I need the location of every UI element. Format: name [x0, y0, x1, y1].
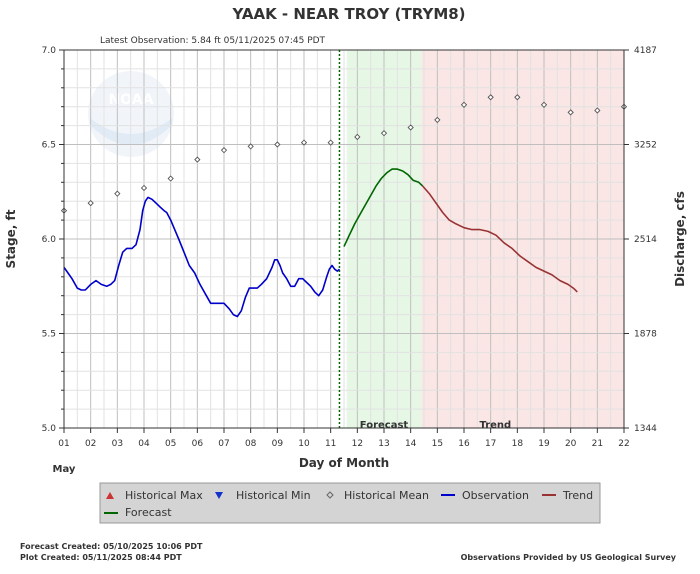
historical-mean-point — [274, 141, 281, 148]
y-right-tick-label: 1878 — [634, 330, 657, 340]
y-left-tick-label: 6.0 — [42, 235, 57, 245]
historical-max-icon — [106, 492, 114, 499]
y-axis-right-label: Discharge, cfs — [673, 191, 687, 287]
x-tick-label: 14 — [405, 439, 417, 449]
y-axis-left-label: Stage, ft — [4, 209, 18, 268]
x-tick-label: 21 — [592, 439, 603, 449]
historical-mean-point — [540, 101, 548, 108]
series-trend — [422, 185, 578, 293]
historical-mean-point — [487, 94, 494, 101]
legend-observation: Observation — [462, 489, 529, 502]
historical-mean-point — [514, 94, 521, 101]
legend-historical-max: Historical Max — [125, 489, 203, 502]
plot-created: Plot Created: 05/11/2025 08:44 PDT — [20, 553, 182, 562]
historical-min-icon — [215, 492, 223, 499]
x-tick-label: 03 — [112, 439, 123, 449]
x-tick-label: 02 — [85, 439, 96, 449]
y-right-tick-label: 1344 — [634, 424, 657, 434]
historical-mean-point — [567, 109, 574, 116]
y-right-tick-label: 2514 — [634, 235, 657, 245]
chart-title: YAAK - NEAR TROY (TRYM8) — [231, 5, 465, 23]
y-left-tick-label: 5.0 — [42, 424, 57, 434]
x-tick-label: 09 — [272, 439, 284, 449]
series-forecast — [343, 168, 424, 247]
legend-historical-mean: Historical Mean — [344, 489, 429, 502]
historical-mean-icon — [326, 491, 334, 499]
historical-mean-point — [87, 199, 94, 207]
x-tick-label: 06 — [192, 439, 204, 449]
historical-mean-point — [460, 101, 468, 108]
x-tick-label: 18 — [512, 439, 524, 449]
legend-box — [99, 482, 601, 524]
x-tick-label: 22 — [618, 439, 629, 449]
x-axis-label: Day of Month — [299, 456, 389, 470]
x-tick-label: 12 — [352, 439, 363, 449]
y-left-tick-label: 6.5 — [42, 141, 56, 151]
legend-forecast: Forecast — [125, 506, 172, 519]
historical-mean-point — [327, 139, 334, 146]
historical-mean-point — [380, 130, 388, 137]
historical-mean-point — [407, 124, 414, 131]
x-tick-label: 16 — [458, 439, 470, 449]
forecast-created: Forecast Created: 05/10/2025 10:06 PDT — [20, 542, 203, 551]
legend-historical-min: Historical Min — [236, 489, 311, 502]
x-tick-label: 01 — [58, 439, 69, 449]
axes: 01 02 03 04 05 06 07 08 09 10 11 12 13 14 15 16 17 18 19 20… — [42, 46, 658, 449]
historical-mean-point — [247, 143, 254, 150]
historical-mean-point — [594, 107, 601, 114]
legend-trend: Trend — [562, 489, 593, 502]
x-tick-label: 11 — [325, 439, 336, 449]
series-layer — [63, 168, 578, 318]
x-tick-label: 17 — [485, 439, 496, 449]
y-right-tick-label: 3252 — [634, 141, 657, 151]
x-tick-label: 13 — [378, 439, 389, 449]
x-tick-label: 07 — [218, 439, 229, 449]
y-right-tick-label: 4187 — [634, 46, 657, 56]
x-tick-label: 19 — [538, 439, 550, 449]
x-tick-label: 08 — [245, 439, 257, 449]
x-tick-label: 05 — [165, 439, 176, 449]
historical-mean-point — [354, 133, 361, 141]
y-left-tick-label: 5.5 — [42, 330, 56, 340]
gridlines — [63, 49, 625, 429]
historical-mean-point — [194, 156, 201, 163]
historical-mean-point — [220, 147, 228, 154]
x-tick-label: 04 — [138, 439, 150, 449]
historical-mean-point — [114, 190, 121, 197]
month-label: May — [53, 464, 76, 475]
historical-mean-point — [434, 116, 441, 124]
legend: Historical Max Historical Min Historical… — [99, 482, 601, 524]
x-tick-label: 10 — [298, 439, 310, 449]
historical-mean-point — [140, 184, 148, 192]
historical-mean-point — [300, 139, 308, 146]
forecast-zone-label: Forecast — [360, 420, 409, 431]
trend-zone-label: Trend — [479, 420, 511, 431]
x-tick-label: 15 — [432, 439, 443, 449]
data-credit: Observations Provided by US Geological S… — [461, 553, 677, 562]
historical-mean-point — [167, 175, 174, 182]
x-tick-label: 20 — [565, 439, 577, 449]
y-left-tick-label: 7.0 — [42, 46, 57, 56]
series-observation — [63, 196, 341, 318]
latest-observation: Latest Observation: 5.84 ft 05/11/2025 0… — [100, 36, 326, 46]
